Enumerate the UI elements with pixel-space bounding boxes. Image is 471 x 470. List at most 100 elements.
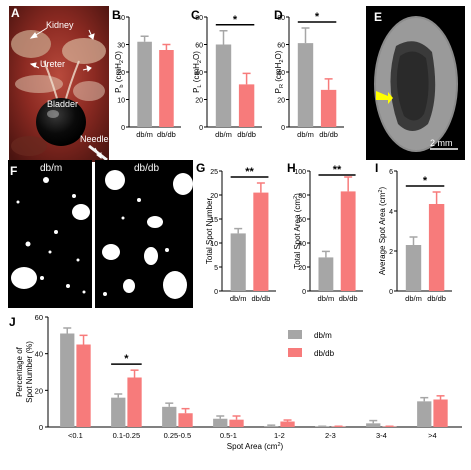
x-tick-label-h: db/m [318, 294, 335, 303]
bar-h-dbdb [340, 191, 356, 291]
y-tick-label-b: 30 [117, 43, 125, 50]
bar-j-dbm-4 [264, 426, 279, 427]
panel-e-ct-image [366, 6, 465, 160]
bar-j-dbdb-7 [433, 399, 448, 427]
y-tick-label-d: 40 [277, 70, 285, 77]
y-axis-label-j: Percentage ofSpot Number (%) [15, 341, 34, 403]
y-axis-label-h: Total Spot Area (cm2) [293, 193, 302, 269]
y-tick-label-g: 5 [214, 265, 218, 272]
y-axis-label-c: PL (cmH2O) [192, 51, 203, 93]
x-tick-label-d: db/db [319, 130, 338, 139]
x-tick-label-j: <0.1 [68, 431, 83, 440]
x-axis-label-j: Spot Area (cm2) [227, 442, 284, 451]
y-tick-label-h: 40 [298, 241, 306, 248]
x-tick-label-j: 2-3 [325, 431, 336, 440]
y-tick-label-c: 80 [195, 15, 203, 22]
x-tick-label-c: db/m [215, 130, 232, 139]
bar-c-dbm [215, 44, 232, 127]
bar-i-dbm [405, 245, 422, 291]
x-tick-label-j: 0.5-1 [220, 431, 237, 440]
significance-star-j: * [124, 353, 129, 365]
y-axis-label-b: Pb (cmH2O) [114, 51, 125, 93]
bar-d-dbm [297, 43, 314, 127]
bar-b-dbdb [159, 50, 174, 127]
needle-label: Needle [80, 134, 109, 144]
legend-label-dbdb: db/db [314, 349, 335, 358]
y-tick-label-j: 40 [35, 350, 43, 359]
bar-j-dbdb-3 [229, 419, 244, 427]
panel-letter-i: I [375, 161, 379, 175]
y-axis-label-i: Average Spot Area (cm2) [378, 186, 387, 275]
y-tick-label-c: 0 [199, 125, 203, 132]
panel-a-arrows [29, 27, 102, 159]
y-tick-label-i: 4 [389, 209, 393, 216]
y-tick-label-j: 0 [39, 423, 43, 432]
y-tick-label-b: 40 [117, 15, 125, 22]
y-tick-label-j: 60 [35, 313, 43, 322]
x-tick-label-i: db/m [405, 294, 422, 303]
bar-j-dbm-6 [366, 423, 381, 427]
bar-j-dbm-7 [417, 401, 432, 427]
y-tick-label-h: 0 [302, 289, 306, 296]
panel-letter-a: A [11, 6, 20, 20]
x-tick-label-d: db/m [297, 130, 314, 139]
y-tick-label-c: 40 [195, 70, 203, 77]
bar-j-dbm-0 [60, 333, 75, 427]
bar-i-dbdb [428, 204, 445, 291]
y-tick-label-g: 20 [210, 193, 218, 200]
y-axis-label-d: PR (cmH2O) [274, 50, 285, 93]
y-tick-label-g: 15 [210, 217, 218, 224]
panel-letter-j: J [9, 315, 16, 329]
y-tick-label-j: 20 [35, 386, 43, 395]
bar-j-dbm-3 [213, 418, 228, 427]
panel-f-label-dbm: db/m [40, 163, 63, 174]
y-tick-label-d: 0 [281, 125, 285, 132]
bar-c-dbdb [238, 84, 255, 127]
x-tick-label-j: >4 [428, 431, 437, 440]
legend-swatch-dbdb [288, 348, 302, 357]
bar-j-dbm-1 [111, 397, 126, 427]
bar-j-dbdb-4 [280, 421, 295, 427]
y-tick-label-h: 20 [298, 265, 306, 272]
bar-g-dbdb [253, 192, 269, 291]
y-tick-label-c: 20 [195, 98, 203, 105]
y-tick-label-i: 6 [389, 169, 393, 176]
x-tick-label-b: db/m [136, 130, 153, 139]
significance-star-c: * [233, 14, 238, 26]
legend-swatch-dbm [288, 330, 302, 339]
x-tick-label-h: db/db [339, 294, 358, 303]
x-tick-label-g: db/db [251, 294, 270, 303]
y-tick-label-g: 25 [210, 169, 218, 176]
bar-h-dbm [318, 257, 334, 291]
ureter-label: Ureter [40, 59, 66, 69]
significance-star-i: * [423, 175, 428, 187]
y-tick-label-h: 80 [298, 193, 306, 200]
bar-b-dbm [137, 41, 152, 127]
y-tick-label-g: 10 [210, 241, 218, 248]
y-tick-label-d: 80 [277, 15, 285, 22]
panel-a-photo [9, 6, 109, 162]
bladder-label: Bladder [47, 99, 79, 109]
y-tick-label-c: 60 [195, 43, 203, 50]
bar-j-dbdb-2 [178, 413, 193, 427]
y-tick-label-g: 0 [214, 289, 218, 296]
kidney-label: Kidney [46, 20, 74, 30]
x-tick-label-c: db/db [237, 130, 256, 139]
x-tick-label-j: 1-2 [274, 431, 285, 440]
significance-star-g: ** [245, 166, 254, 178]
y-tick-label-d: 60 [277, 43, 285, 50]
legend-label-dbm: db/m [314, 331, 332, 340]
yellow-arrow-icon [376, 91, 393, 104]
panel-f-dbdb-image [95, 160, 193, 308]
bar-j-dbdb-1 [127, 377, 142, 427]
bar-j-dbdb-0 [76, 344, 91, 427]
x-tick-label-j: 0.25-0.5 [164, 431, 192, 440]
x-tick-label-j: 3-4 [376, 431, 387, 440]
bar-g-dbm [230, 233, 246, 291]
y-axis-label-g: Total Spot Number [205, 198, 214, 265]
scale-bar-label: 2 mm [430, 138, 453, 148]
bar-d-dbdb [320, 89, 337, 127]
panel-letter-h: H [287, 161, 296, 175]
y-tick-label-b: 10 [117, 98, 125, 105]
